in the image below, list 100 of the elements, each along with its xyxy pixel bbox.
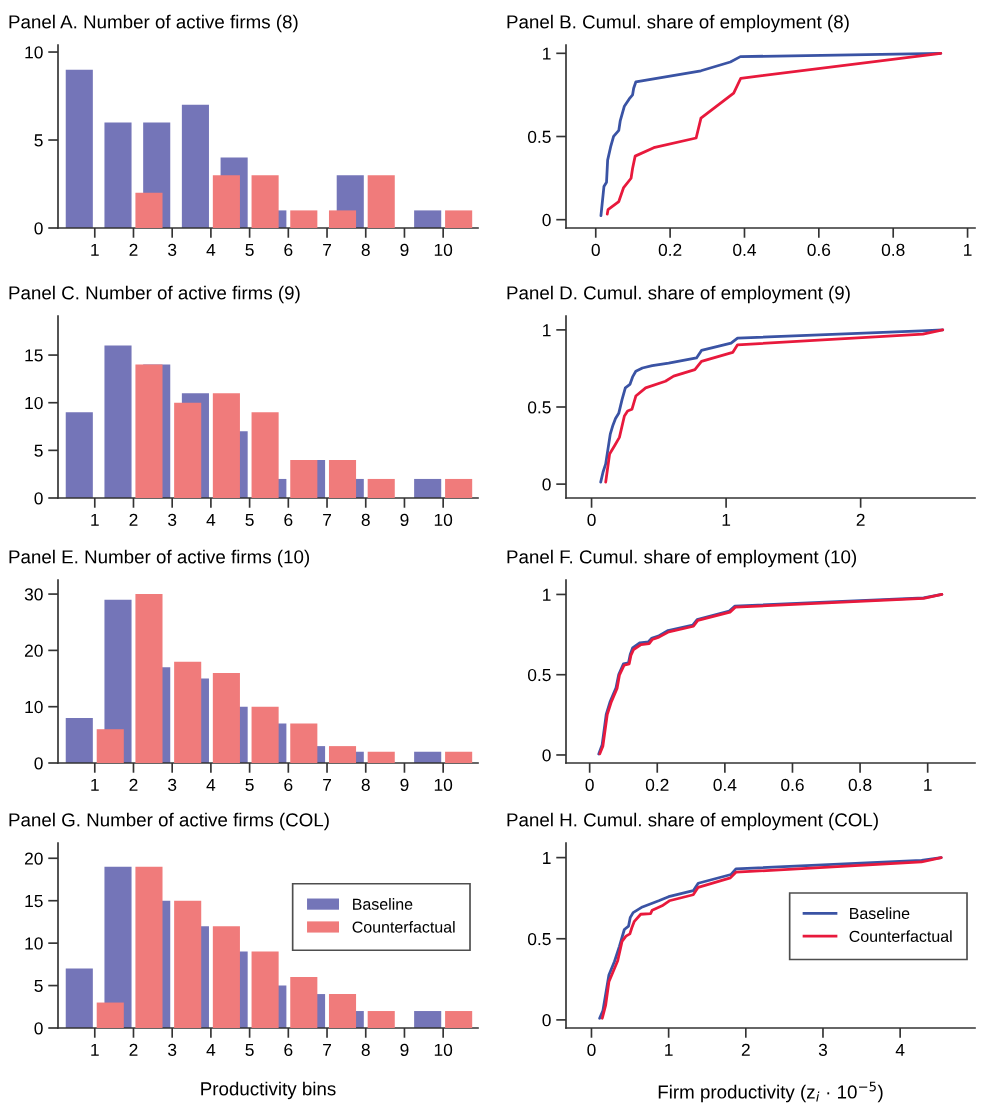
bar bbox=[367, 175, 395, 228]
bar bbox=[290, 977, 318, 1028]
x-tick-label: 3 bbox=[168, 513, 177, 527]
chart-title: Panel H. Cumul. share of employment (COL) bbox=[507, 812, 878, 831]
x-tick-label: 1 bbox=[91, 243, 99, 256]
x-tick-label: 3 bbox=[168, 1043, 177, 1057]
bar bbox=[135, 866, 163, 1028]
x-tick-label: 6 bbox=[284, 243, 293, 257]
y-tick-label: 10 bbox=[25, 396, 43, 410]
bar bbox=[65, 968, 93, 1028]
bar bbox=[174, 402, 202, 498]
bar bbox=[414, 1011, 442, 1028]
x-tick-label: 0.4 bbox=[733, 243, 757, 257]
y-tick-label: 5 bbox=[34, 979, 43, 993]
bar bbox=[290, 210, 318, 228]
bar bbox=[65, 412, 93, 498]
x-tick-label: 7 bbox=[323, 1043, 331, 1056]
x-tick-label: 0 bbox=[587, 1043, 596, 1057]
x-tick-label: 6 bbox=[284, 778, 293, 792]
y-tick-label: 15 bbox=[25, 895, 43, 908]
x-tick-label: 5 bbox=[245, 1043, 254, 1057]
y-tick-label: 0 bbox=[542, 213, 551, 227]
bar bbox=[414, 478, 442, 498]
bar bbox=[367, 478, 395, 498]
bar bbox=[414, 210, 442, 228]
x-tick-label: 10 bbox=[434, 513, 453, 527]
bar bbox=[290, 459, 318, 498]
x-axis-title: Firm productivity (z$_{i}$ · 10$^{−5}$) bbox=[658, 1081, 883, 1103]
y-tick-label: 0.5 bbox=[527, 668, 551, 682]
x-tick-label: 4 bbox=[206, 513, 216, 526]
x-tick-label: 1 bbox=[91, 513, 99, 526]
y-tick-label: 1 bbox=[543, 324, 551, 337]
x-tick-label: 0.8 bbox=[881, 243, 905, 257]
chart-title: Panel F. Cumul. share of employment (10) bbox=[507, 549, 857, 568]
bar bbox=[251, 175, 279, 228]
bar bbox=[174, 661, 202, 763]
bar bbox=[445, 1011, 473, 1028]
chart-title: Panel B. Cumul. share of employment (8) bbox=[507, 14, 849, 33]
chart-title: Panel D. Cumul. share of employment (9) bbox=[507, 285, 850, 304]
bar bbox=[65, 69, 93, 228]
x-tick-label: 5 bbox=[245, 513, 254, 527]
bar bbox=[445, 210, 473, 228]
x-tick-label: 1 bbox=[665, 1043, 673, 1056]
x-tick-label: 2 bbox=[129, 243, 138, 256]
y-tick-label: 30 bbox=[24, 588, 43, 601]
bar bbox=[65, 717, 93, 763]
y-tick-label: 0 bbox=[542, 478, 551, 491]
y-tick-label: 1 bbox=[543, 851, 551, 864]
x-tick-label: 9 bbox=[400, 243, 409, 257]
x-tick-label: 9 bbox=[400, 513, 409, 527]
x-tick-label: 0 bbox=[585, 778, 594, 792]
bar bbox=[367, 751, 395, 763]
bar bbox=[174, 900, 202, 1028]
x-tick-label: 5 bbox=[245, 243, 254, 257]
bar bbox=[445, 751, 473, 763]
bar bbox=[96, 1002, 124, 1028]
bar bbox=[251, 412, 279, 498]
chart-title: Panel C. Number of active firms (9) bbox=[9, 285, 300, 304]
y-tick-label: 5 bbox=[34, 134, 43, 147]
x-tick-label: 8 bbox=[361, 513, 370, 527]
x-tick-label: 1 bbox=[91, 1043, 99, 1056]
chart-title: Panel E. Number of active firms (10) bbox=[9, 549, 310, 568]
legend-label: Baseline bbox=[353, 898, 413, 910]
x-tick-label: 0.4 bbox=[713, 778, 737, 792]
x-tick-label: 8 bbox=[361, 778, 370, 792]
x-tick-label: 5 bbox=[245, 778, 254, 792]
x-tick-label: 1 bbox=[964, 243, 972, 256]
y-tick-label: 1 bbox=[543, 588, 551, 601]
x-tick-label: 1 bbox=[722, 513, 731, 526]
y-tick-label: 0 bbox=[542, 749, 551, 762]
x-tick-label: 2 bbox=[129, 778, 138, 791]
x-tick-label: 1 bbox=[924, 778, 932, 791]
x-tick-label: 8 bbox=[361, 1043, 370, 1057]
legend-label: Baseline bbox=[850, 907, 910, 920]
y-tick-label: 5 bbox=[34, 444, 43, 457]
bar bbox=[328, 746, 357, 763]
x-tick-label: 3 bbox=[818, 1043, 828, 1057]
x-tick-label: 0 bbox=[591, 243, 600, 257]
y-tick-label: 0 bbox=[34, 1022, 43, 1035]
bar bbox=[104, 345, 132, 498]
x-tick-label: 8 bbox=[361, 243, 370, 257]
y-tick-label: 0 bbox=[34, 492, 43, 505]
x-tick-label: 0.2 bbox=[645, 778, 669, 792]
y-tick-label: 0 bbox=[542, 1014, 551, 1027]
x-tick-label: 6 bbox=[284, 1043, 293, 1057]
bar bbox=[212, 393, 240, 498]
y-tick-label: 20 bbox=[24, 852, 43, 865]
x-tick-label: 4 bbox=[206, 1043, 216, 1056]
x-tick-label: 2 bbox=[129, 513, 138, 526]
x-tick-label: 10 bbox=[434, 778, 453, 792]
y-tick-label: 0 bbox=[34, 757, 43, 770]
x-tick-label: 0.2 bbox=[658, 243, 682, 257]
x-tick-label: 0.6 bbox=[807, 243, 831, 257]
x-tick-label: 0.6 bbox=[781, 778, 804, 792]
bar bbox=[212, 926, 240, 1028]
x-tick-label: 3 bbox=[168, 243, 177, 257]
x-tick-label: 2 bbox=[129, 1043, 138, 1056]
bar bbox=[96, 729, 124, 763]
x-tick-label: 4 bbox=[206, 778, 216, 791]
bar bbox=[181, 104, 209, 228]
